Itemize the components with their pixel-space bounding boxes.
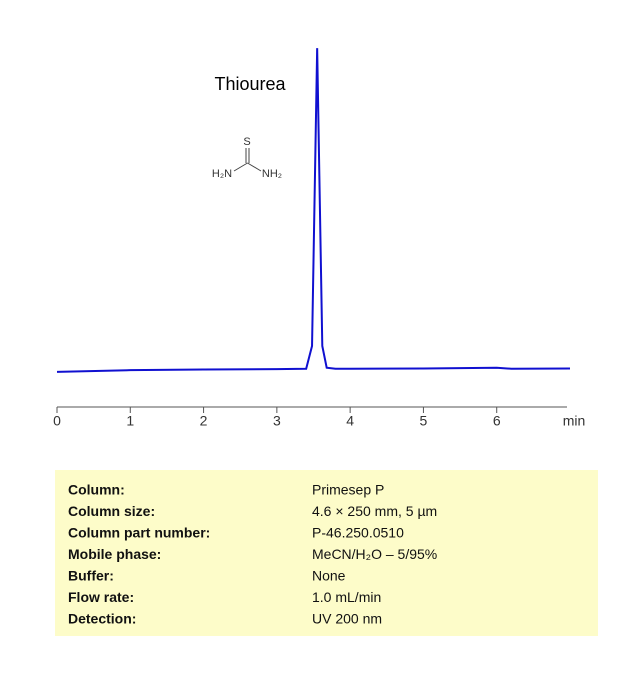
condition-label: Mobile phase: bbox=[68, 546, 161, 562]
condition-value: MeCN/H₂O – 5/95% bbox=[312, 546, 437, 562]
x-tick-label: 6 bbox=[493, 413, 501, 429]
chart-title: Thiourea bbox=[214, 74, 286, 94]
x-tick-label: 4 bbox=[346, 413, 354, 429]
conditions-box bbox=[55, 470, 598, 636]
bond bbox=[233, 162, 248, 172]
condition-label: Flow rate: bbox=[68, 589, 134, 605]
atom-label: NH₂ bbox=[262, 168, 282, 180]
x-tick-label: 0 bbox=[53, 413, 61, 429]
condition-label: Column: bbox=[68, 482, 125, 498]
structure bbox=[233, 148, 262, 172]
x-axis-label: min bbox=[563, 413, 586, 429]
condition-label: Column size: bbox=[68, 503, 155, 519]
condition-value: 1.0 mL/min bbox=[312, 589, 381, 605]
condition-value: Primesep P bbox=[312, 482, 384, 498]
condition-label: Detection: bbox=[68, 611, 136, 627]
x-tick-label: 2 bbox=[200, 413, 208, 429]
x-tick-label: 3 bbox=[273, 413, 281, 429]
bond bbox=[247, 162, 262, 172]
condition-label: Column part number: bbox=[68, 525, 210, 541]
condition-value: None bbox=[312, 568, 346, 584]
atom-label: H₂N bbox=[212, 168, 232, 180]
condition-value: P-46.250.0510 bbox=[312, 525, 404, 541]
condition-value: UV 200 nm bbox=[312, 611, 382, 627]
condition-label: Buffer: bbox=[68, 568, 114, 584]
data-line bbox=[56, 48, 571, 373]
atom-label: S bbox=[243, 136, 250, 148]
x-tick-label: 5 bbox=[420, 413, 428, 429]
condition-value: 4.6 × 250 mm, 5 µm bbox=[312, 503, 437, 519]
x-tick-label: 1 bbox=[126, 413, 134, 429]
